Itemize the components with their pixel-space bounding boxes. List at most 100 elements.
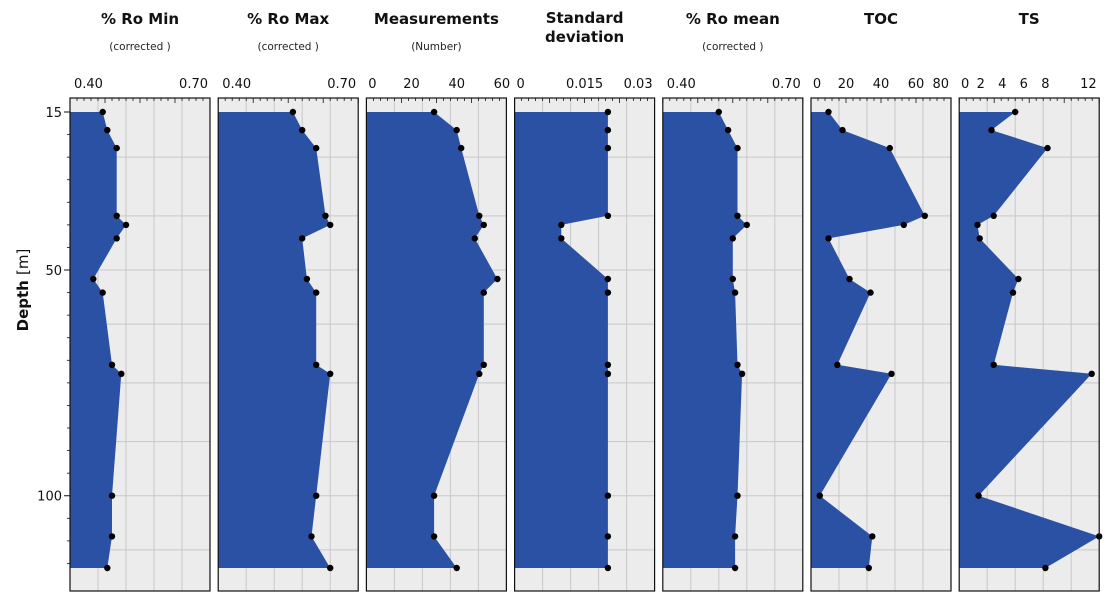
panels-layer: 0.40 0.70 % Ro Min (corrected ) 0.40 0.70 % Ro… — [69, 9, 1103, 592]
tick-label: 0 — [516, 77, 524, 92]
data-point — [327, 370, 334, 377]
data-point — [888, 370, 895, 377]
data-point — [865, 564, 872, 572]
data-point — [886, 144, 893, 152]
data-point — [604, 126, 612, 134]
data-point — [734, 212, 741, 219]
data-point — [430, 108, 438, 116]
data-point — [1015, 275, 1022, 283]
data-point — [104, 564, 111, 572]
data-point — [480, 221, 487, 229]
y-axis-unit: [m] — [14, 249, 32, 275]
panel-subtitle: (corrected ) — [257, 41, 318, 53]
data-point — [604, 144, 612, 152]
data-point — [731, 289, 739, 296]
panel-2: 0.40 0.70 % Ro Max (corrected ) — [217, 10, 359, 592]
data-point — [604, 370, 612, 377]
data-point — [430, 533, 438, 540]
data-point — [458, 144, 465, 152]
data-point — [604, 275, 612, 283]
data-point — [834, 361, 841, 368]
depth-axis: 15 50 100 Depth [m] — [14, 106, 70, 564]
data-point — [122, 221, 130, 229]
panel-subtitle: (corrected ) — [109, 41, 170, 53]
data-point — [476, 370, 483, 377]
tick-label: 0.40 — [667, 77, 696, 92]
data-point — [113, 212, 120, 219]
panel-title: % Ro mean — [686, 10, 780, 28]
data-point — [990, 361, 997, 368]
panel-title: % Ro Min — [101, 10, 179, 28]
tick-label: 0.70 — [327, 77, 356, 92]
data-point — [104, 126, 111, 134]
area-series — [811, 112, 925, 568]
data-point — [558, 221, 565, 229]
data-point — [108, 533, 116, 540]
panel-5: 0.40 0.70 % Ro mean (corrected ) — [662, 10, 804, 592]
data-point — [731, 533, 739, 540]
panel-subtitle: (corrected ) — [702, 41, 763, 53]
data-point — [299, 126, 306, 134]
data-point — [453, 564, 460, 572]
area-series — [70, 112, 126, 568]
data-point — [99, 289, 106, 296]
data-point — [816, 492, 823, 499]
panel-1: 0.40 0.70 % Ro Min (corrected ) — [69, 10, 211, 592]
tick-label: 0 — [368, 77, 376, 92]
tick-label: 0 — [961, 77, 969, 92]
data-point — [118, 370, 125, 377]
tick-label: 0.40 — [222, 77, 251, 92]
data-point — [99, 108, 106, 116]
data-point — [322, 212, 329, 219]
panel-title: TOC — [864, 10, 898, 28]
data-point — [604, 289, 612, 296]
tick-label: 60 — [494, 77, 511, 92]
data-point — [715, 108, 722, 116]
data-point — [731, 564, 739, 572]
data-point — [313, 144, 320, 152]
data-point — [113, 144, 120, 152]
data-point — [558, 235, 565, 242]
data-point — [743, 221, 750, 229]
tick-label: 20 — [403, 77, 420, 92]
data-point — [900, 221, 907, 229]
data-point — [974, 221, 981, 229]
data-point — [869, 533, 876, 540]
data-point — [734, 361, 741, 368]
data-point — [453, 126, 460, 134]
tick-label: 12 — [1080, 77, 1097, 92]
data-point — [313, 492, 320, 499]
tick-label: 0 — [813, 77, 821, 92]
data-point — [308, 533, 315, 540]
data-point — [476, 212, 483, 219]
data-point — [990, 212, 997, 219]
data-point — [108, 492, 116, 499]
data-point — [303, 275, 311, 283]
data-point — [604, 564, 612, 572]
area-series — [959, 112, 1100, 568]
tick-label: 8 — [1041, 77, 1049, 92]
data-point — [90, 275, 97, 283]
data-point — [1042, 564, 1049, 572]
data-point — [734, 492, 741, 499]
y-axis-label: Depth — [14, 275, 32, 331]
tick-label: 0.40 — [74, 77, 103, 92]
data-point — [430, 492, 438, 499]
panel-3: 0 20 40 60 Measurements (Number) — [365, 10, 511, 592]
panel-6: 0 20 40 60 80 TOC — [810, 10, 952, 592]
tick-label: 2 — [977, 77, 985, 92]
data-point — [988, 126, 995, 134]
data-point — [604, 533, 612, 540]
tick-label: 60 — [908, 77, 925, 92]
data-point — [327, 221, 334, 229]
data-point — [604, 492, 612, 499]
data-point — [724, 126, 732, 134]
data-point — [839, 126, 846, 134]
tick-label: 80 — [932, 77, 949, 92]
data-point — [299, 235, 306, 242]
data-point — [313, 361, 320, 368]
tick-label: 0.70 — [772, 77, 801, 92]
y-tick-label: 15 — [45, 106, 62, 121]
